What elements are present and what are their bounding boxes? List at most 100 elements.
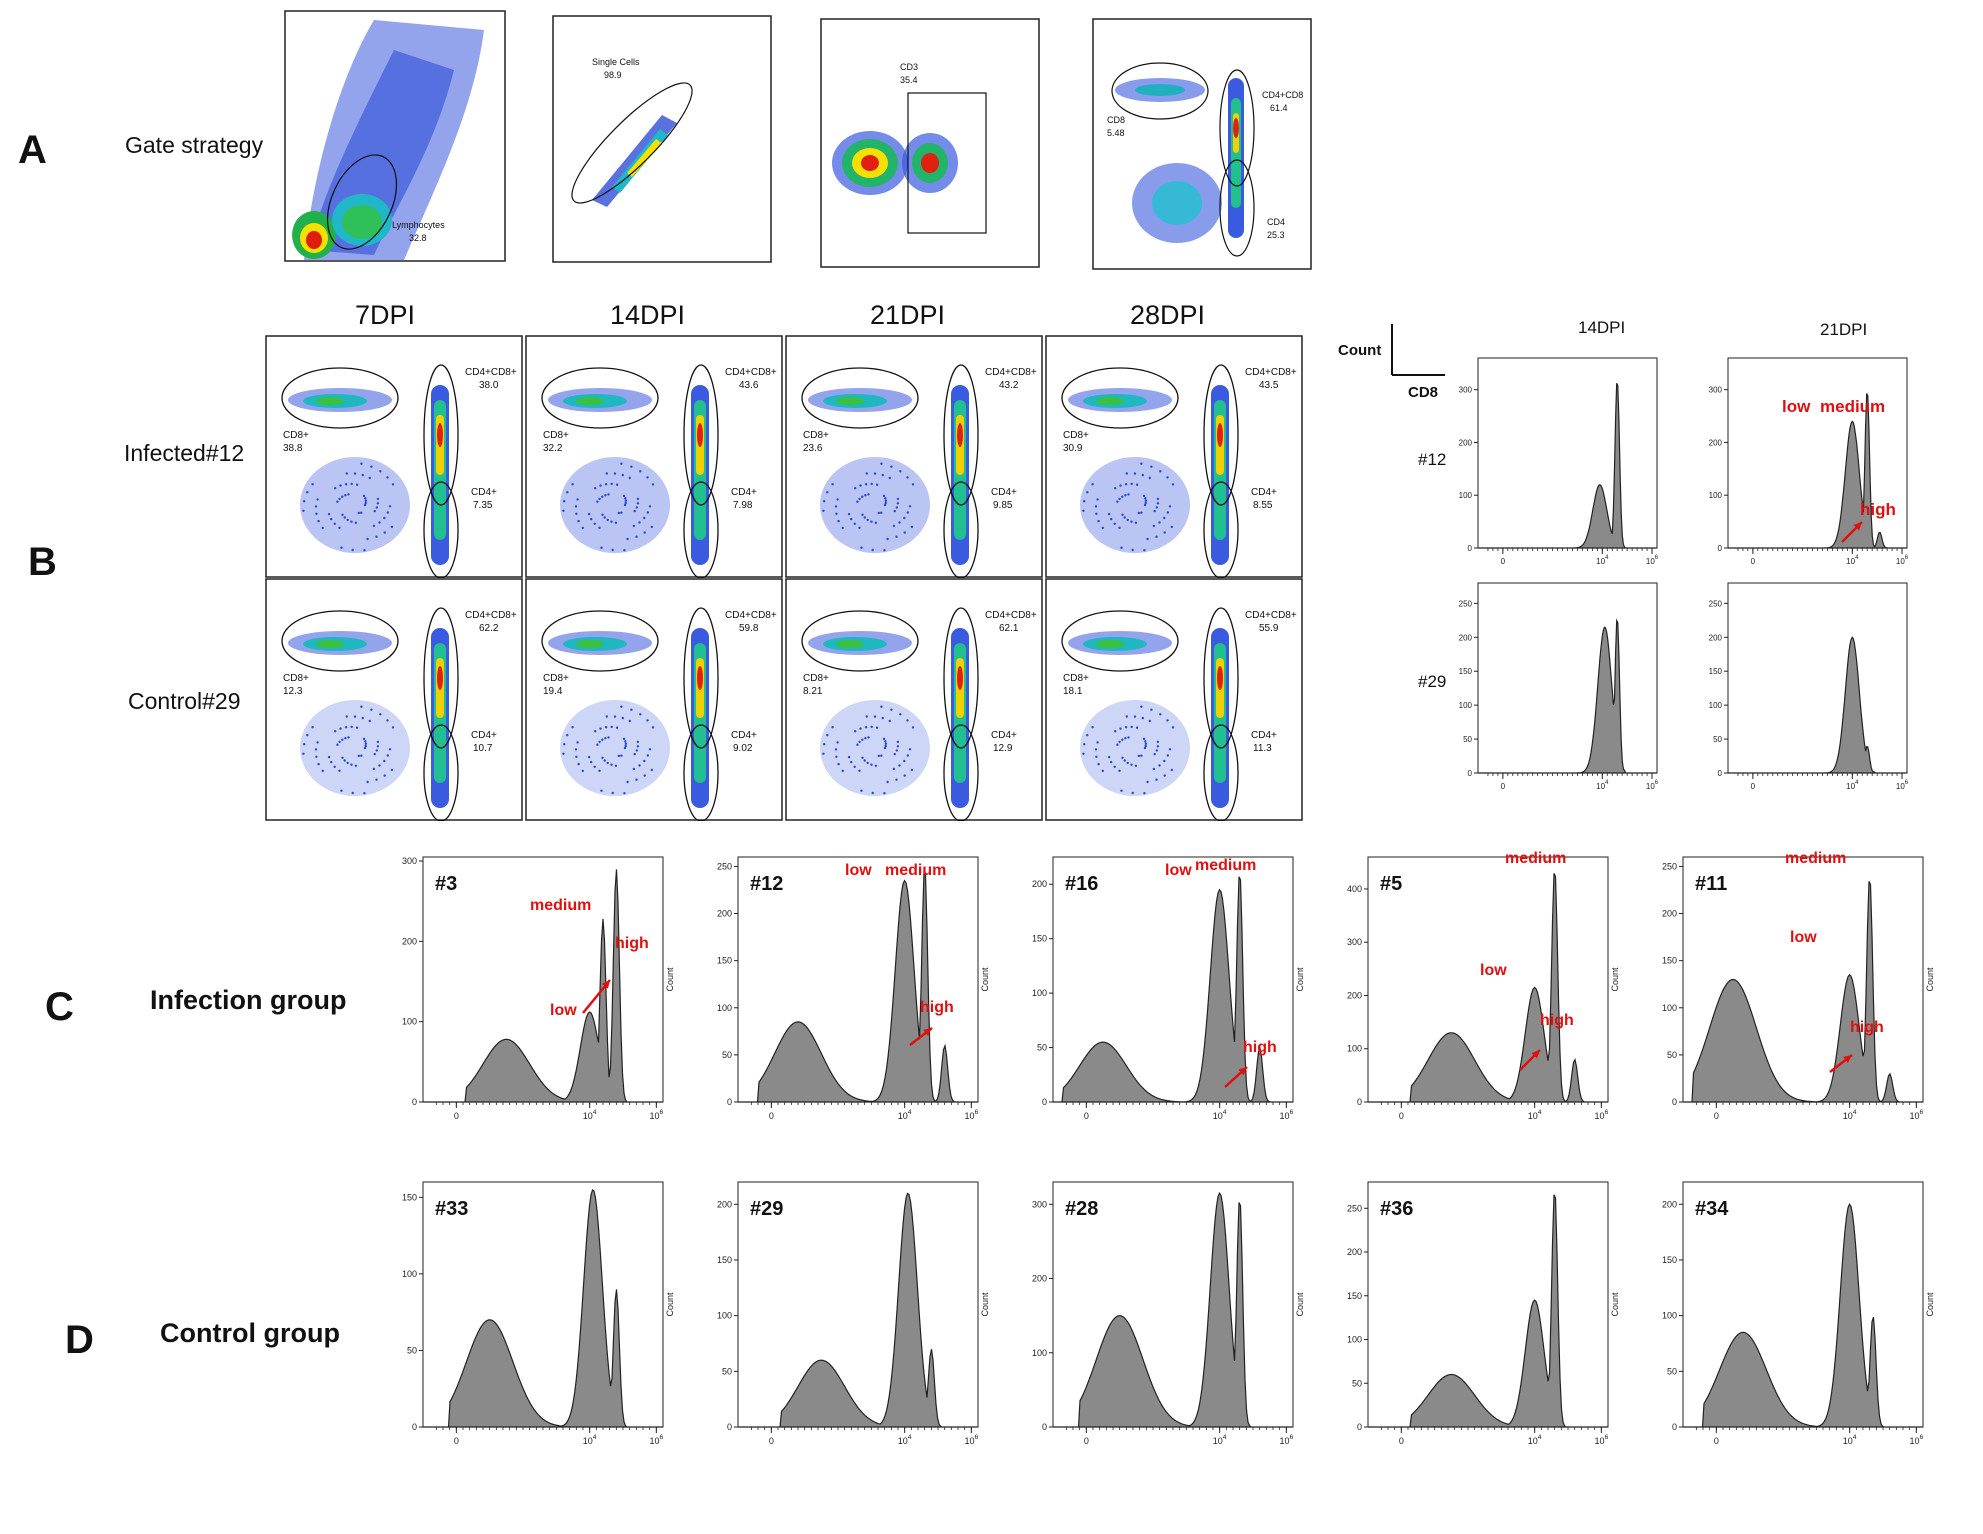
y-tick-label: 0 <box>1672 1097 1677 1107</box>
peak-label-low: low <box>1165 862 1192 879</box>
hist-C-5: 0 100 200 300 400 0 104 106 Count #5 low medium high <box>1347 850 1620 1121</box>
y-tick-label: 0 <box>412 1422 417 1432</box>
x-tick-label: 106 <box>649 1434 663 1446</box>
x-tick-label: 106 <box>1909 1109 1923 1121</box>
x-tick-label: 0 <box>454 1436 459 1446</box>
y-tick-label: 200 <box>717 909 732 919</box>
x-tick-label: 104 <box>1213 1109 1227 1121</box>
hist-D-36: 0 50 100 150 200 250 0 104 106 Count #36 <box>1347 1181 1620 1446</box>
hist-C-3: 0 100 200 300 0 104 106 Count #3 low medium high <box>402 856 675 1121</box>
y-tick-label: 250 <box>1709 599 1723 608</box>
gate-value-cd8: 12.3 <box>283 686 303 697</box>
gate-value-dp: 55.9 <box>1259 623 1279 634</box>
y-tick-label: 150 <box>1662 956 1677 966</box>
y-tick-label: 400 <box>1347 884 1362 894</box>
gate-name-dp: CD4+CD8+ <box>985 610 1037 621</box>
gate-name-cd8: CD8+ <box>803 430 829 441</box>
y-tick-label: 200 <box>717 1199 732 1209</box>
y-tick-label: 100 <box>1347 1044 1362 1054</box>
gate-value-cd4: 8.55 <box>1253 500 1273 511</box>
hist-C-11: 0 50 100 150 200 250 0 104 106 Count #11 low medium h… <box>1662 850 1935 1121</box>
gate-value-dp: 43.5 <box>1259 380 1279 391</box>
flow-plot-control-21dpi: CD4+CD8+ 62.1 CD8+ 8.21 CD4+ 12.9 <box>785 578 1043 821</box>
gate-value-dp-a: 61.4 <box>1270 103 1288 113</box>
flow-plot-control-7dpi: CD4+CD8+ 62.2 CD8+ 12.3 CD4+ 10.7 <box>265 578 523 821</box>
x-tick-label: 106 <box>1896 780 1909 791</box>
y-tick-label: 50 <box>1667 1366 1677 1376</box>
y-tick-label: 300 <box>1709 386 1723 395</box>
cd8-gate <box>801 367 919 429</box>
timepoint-14dpi: 14DPI <box>610 300 686 330</box>
x-tick-label: 104 <box>1596 780 1609 791</box>
y-tick-label: 0 <box>1672 1422 1677 1432</box>
y-axis-label: Count <box>1295 967 1305 992</box>
y-tick-label: 150 <box>717 956 732 966</box>
plot-frame <box>1727 582 1908 774</box>
gate-name-cd8: CD8+ <box>1063 430 1089 441</box>
cd4-gate <box>1203 724 1239 821</box>
gate-name-cd4: CD4+ <box>731 487 757 498</box>
gate-name-dp: CD4+CD8+ <box>465 367 517 378</box>
y-tick-label: 0 <box>1468 769 1473 778</box>
timepoint-7dpi: 7DPI <box>355 300 416 330</box>
gate-plot-cd3: CD3 35.4 <box>820 18 1040 268</box>
hist-B-hist-29-14DPI: 0 50 100 150 200 250 0 104 106 <box>1459 582 1659 791</box>
y-tick-label: 300 <box>402 856 417 866</box>
x-tick-label: 106 <box>1279 1434 1293 1446</box>
gate-value-cd4: 7.35 <box>473 500 493 511</box>
high-arrowhead <box>1843 1055 1852 1064</box>
gate-name-dp: CD4+CD8+ <box>985 367 1037 378</box>
histogram-area <box>1478 618 1657 774</box>
y-tick-label: 200 <box>1709 438 1723 447</box>
flow-plot-infected-28dpi: CD4+CD8+ 43.5 CD8+ 30.9 CD4+ 8.55 <box>1045 335 1303 578</box>
gate-name-cd8: CD8+ <box>543 430 569 441</box>
histogram-area <box>1683 1203 1923 1428</box>
x-tick-label: 106 <box>1909 1434 1923 1446</box>
y-tick-label: 150 <box>1709 667 1723 676</box>
y-tick-label: 250 <box>1347 1203 1362 1213</box>
sample-id-label: #34 <box>1695 1198 1729 1220</box>
gate-name-dp: CD4+CD8+ <box>725 367 777 378</box>
y-tick-label: 0 <box>1718 769 1723 778</box>
row-label-control: Control#29 <box>128 688 241 714</box>
peak-label-medium: medium <box>1785 850 1846 867</box>
y-tick-label: 300 <box>1032 1199 1047 1209</box>
y-axis-label: Count <box>1925 1292 1935 1317</box>
plot-frame <box>422 856 664 1103</box>
hist-col-14dpi: 14DPI <box>1578 318 1626 337</box>
y-axis-label: Count <box>665 1292 675 1317</box>
timepoint-21dpi: 21DPI <box>870 300 946 330</box>
histogram-area <box>1368 873 1608 1103</box>
cd4cd8-gate <box>683 364 719 506</box>
sample-id-label: #12 <box>750 873 783 895</box>
cd8-gate <box>281 367 399 429</box>
high-arrowhead <box>601 980 610 989</box>
peak-label-low: low <box>845 862 872 879</box>
lymphocyte-scatter <box>292 20 484 260</box>
gate-value-cd8-a: 5.48 <box>1107 128 1125 138</box>
sample-id-label: #5 <box>1380 873 1402 895</box>
histogram-area <box>738 1192 978 1428</box>
cd4-gate <box>1203 481 1239 578</box>
cd4cd8-gate <box>423 607 459 749</box>
x-tick-label: 0 <box>1399 1436 1404 1446</box>
x-tick-label: 104 <box>1846 555 1859 566</box>
y-tick-label: 50 <box>1667 1050 1677 1060</box>
sample-id-label: #3 <box>435 873 457 895</box>
peak-label-high: high <box>920 999 954 1016</box>
panel-label-b: B <box>28 540 57 584</box>
cd4-gate <box>683 724 719 821</box>
lymphocyte-gate <box>326 154 398 250</box>
gate-value-cd4: 10.7 <box>473 743 493 754</box>
peak-label-high: high <box>1540 1012 1574 1029</box>
y-tick-label: 50 <box>722 1050 732 1060</box>
gate-strategy-label: Gate strategy <box>125 132 264 158</box>
histogram-area <box>1478 382 1657 549</box>
gate-value-dp: 43.2 <box>999 380 1019 391</box>
x-tick-label: 106 <box>1279 1109 1293 1121</box>
histogram-area <box>1728 636 1907 774</box>
y-tick-label: 250 <box>717 861 732 871</box>
gate-name-dp: CD4+CD8+ <box>725 610 777 621</box>
hist-B-hist-12-14DPI: 0 100 200 300 0 104 106 <box>1459 357 1659 566</box>
x-tick-label: 0 <box>1714 1111 1719 1121</box>
